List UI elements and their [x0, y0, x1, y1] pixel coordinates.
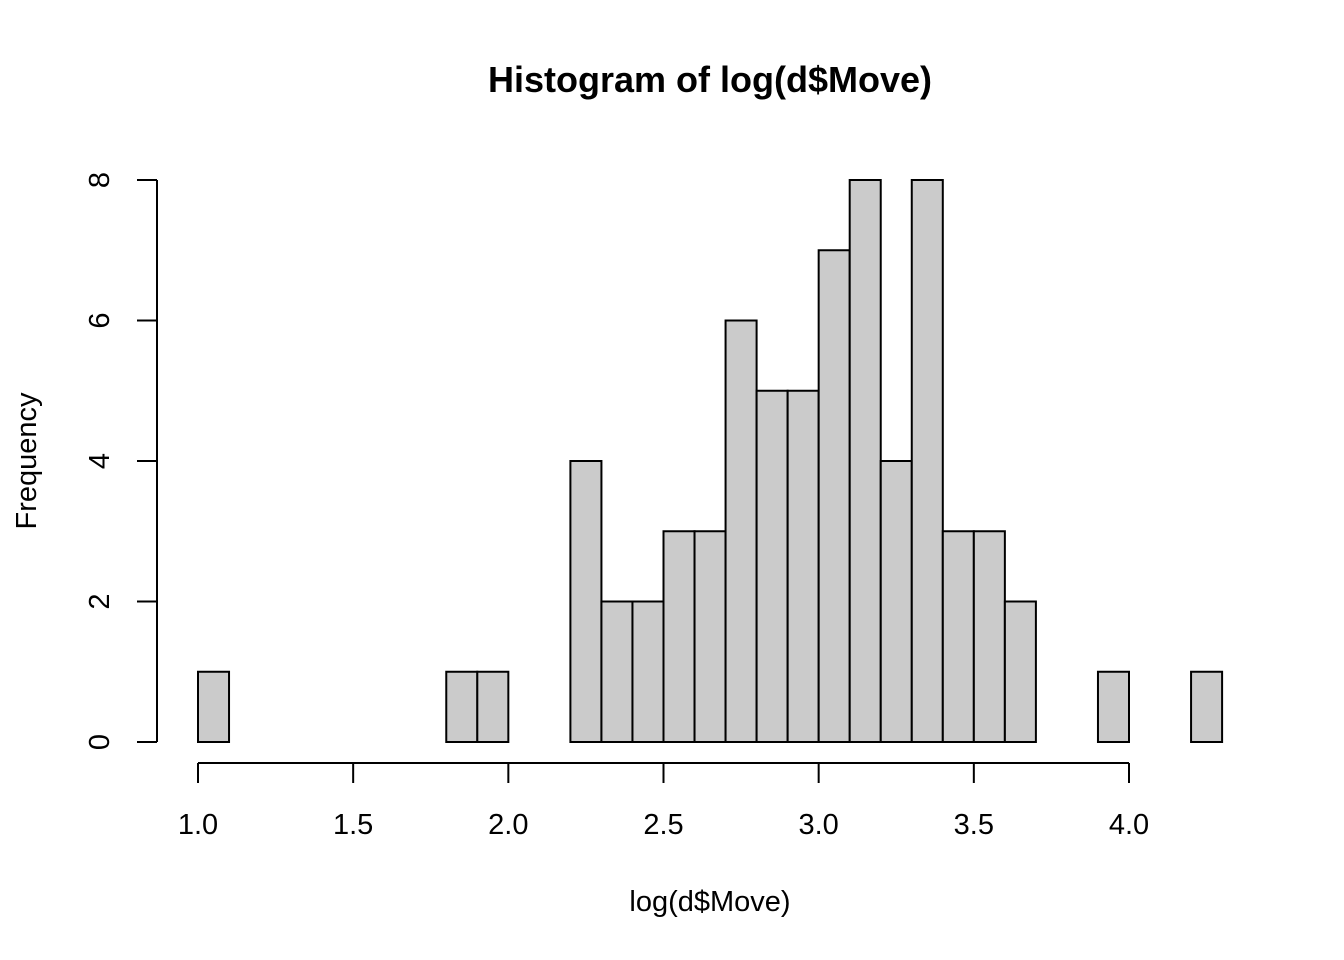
x-tick-label: 3.5 [954, 809, 994, 841]
histogram-bar [817, 249, 851, 743]
y-tick-label: 0 [84, 734, 116, 750]
x-axis-label: log(d$Move) [629, 886, 790, 918]
y-axis-label: Frequency [11, 392, 43, 530]
x-tick-label: 1.0 [178, 809, 218, 841]
histogram-bar [972, 530, 1006, 743]
histogram-bar [600, 600, 634, 743]
x-axis: 1.0 1.5 2.0 2.5 3.0 3.5 4.0 [178, 762, 1149, 841]
x-tick-label: 2.0 [488, 809, 528, 841]
histogram-bar [631, 600, 665, 743]
histogram-bar [941, 530, 975, 743]
histogram-bar [197, 670, 231, 743]
x-tick-label: 3.0 [799, 809, 839, 841]
x-tick-label: 1.5 [333, 809, 373, 841]
histogram-bar [1190, 670, 1224, 743]
y-tick-label: 4 [84, 453, 116, 469]
y-axis: 0 2 4 6 8 [84, 172, 158, 750]
bars-group [197, 179, 1224, 743]
chart-title: Histogram of log(d$Move) [488, 59, 932, 100]
histogram-bar [910, 179, 944, 743]
histogram-bar [569, 460, 603, 743]
histogram-bar [476, 670, 510, 743]
y-tick-label: 6 [84, 312, 116, 328]
y-tick-label: 8 [84, 172, 116, 188]
histogram-bar [662, 530, 696, 743]
x-tick-label: 2.5 [643, 809, 683, 841]
histogram-bar [693, 530, 727, 743]
histogram-bar [786, 389, 820, 743]
x-tick-label: 4.0 [1109, 809, 1149, 841]
histogram-bar [848, 179, 882, 743]
histogram-bar [445, 670, 479, 743]
histogram-bar [879, 460, 913, 743]
histogram-bar [1096, 670, 1131, 743]
histogram-bar [755, 389, 789, 743]
histogram-bar [724, 319, 758, 743]
histogram-bar [1003, 600, 1037, 743]
y-tick-label: 2 [84, 593, 116, 609]
